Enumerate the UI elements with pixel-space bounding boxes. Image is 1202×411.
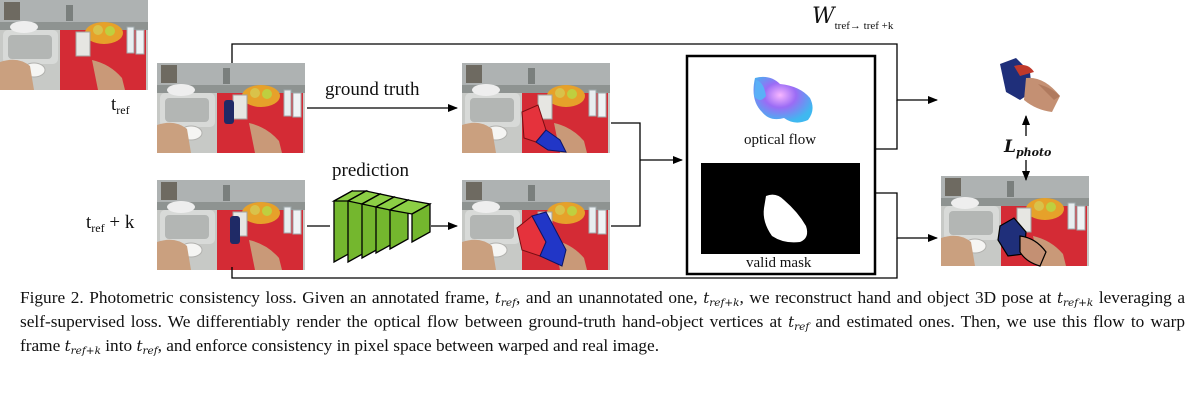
caption-var-trefk-2: tref+k: [1056, 289, 1094, 309]
label-tref-main: t: [111, 94, 117, 115]
figure-caption: Figure 2. Photometric consistency loss. …: [20, 286, 1185, 358]
caption-var-tref-1: tref: [494, 289, 517, 309]
valid-mask-label: valid mask: [746, 255, 812, 271]
photo-loss-label: Lphoto: [1004, 137, 1051, 159]
label-trefk-sub: ref: [91, 221, 105, 235]
warp-symbol-label: Wtref→ tref +k: [812, 4, 893, 32]
figure-diagram: [0, 0, 1090, 279]
loss-subscript: photo: [1015, 146, 1052, 159]
caption-part-6: into: [100, 336, 137, 355]
caption-part-3: , we reconstruct hand and object 3D pose…: [739, 288, 1057, 307]
label-tref-sub: ref: [116, 103, 130, 117]
pred-render-overlay: [516, 211, 567, 267]
optical-flow-label: optical flow: [744, 132, 817, 148]
kitchen-scene-template: [0, 0, 148, 90]
caption-part-4: leveraging a self-supervised loss. We di…: [20, 288, 1185, 331]
prediction-label: prediction: [332, 160, 410, 181]
caption-var-trefk-3: tref+k: [64, 337, 101, 357]
connectors: [231, 43, 1030, 279]
label-trefk-main: t: [86, 212, 92, 233]
label-trefk-plus: + k: [104, 212, 135, 233]
caption-var-trefk-1: tref+k: [703, 289, 740, 309]
valid-mask-shape: [763, 194, 808, 243]
label-tref-k: tref + k: [86, 212, 134, 236]
caption-part-2: , and an unannotated one,: [516, 288, 704, 307]
warped-hand-object: [1000, 58, 1060, 112]
caption-var-tref-2: tref: [788, 313, 810, 333]
warp-symbol: W: [812, 4, 835, 29]
frame-tref-overlay: [224, 100, 234, 124]
frame-tref-k-overlay: [230, 216, 240, 244]
loss-symbol: L: [1004, 137, 1016, 157]
gt-render-overlay: [521, 104, 567, 153]
caption-part-5: and estimated ones. Then, we use this fl…: [20, 312, 1185, 355]
caption-var-tref-3: tref: [136, 337, 158, 357]
ground-truth-label: ground truth: [325, 79, 420, 100]
frame-tref-real-overlay: [997, 217, 1047, 267]
caption-part-1: Figure 2. Photometric consistency loss. …: [20, 288, 495, 307]
prediction-network-icon: [331, 189, 432, 264]
warp-subscript: tref→ tref +k: [834, 20, 894, 32]
caption-part-7: , and enforce consistency in pixel space…: [157, 336, 660, 355]
label-tref: tref: [111, 94, 130, 118]
optical-flow-image: [753, 76, 813, 123]
